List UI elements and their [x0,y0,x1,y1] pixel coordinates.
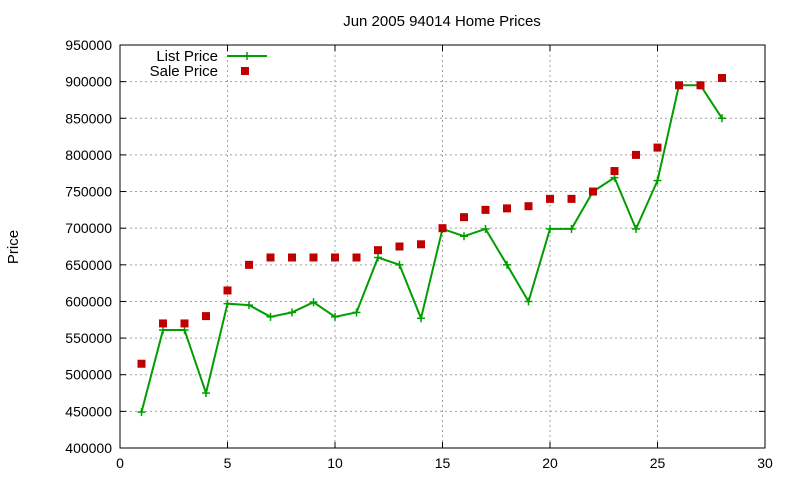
legend-marker-sale-price [241,67,249,75]
y-tick-label: 850000 [65,110,112,126]
plot-frame [119,44,766,449]
data-point-list-price [653,176,662,185]
chart-title: Jun 2005 94014 Home Prices [343,13,541,30]
data-point-list-price [395,260,404,269]
data-point-list-price [632,224,640,233]
data-point-list-price [524,297,533,306]
data-point-list-price [223,299,232,308]
x-tick-label: 0 [116,455,124,471]
data-point-list-price [202,389,210,398]
data-point-sale-price [696,81,705,90]
y-tick-label: 650000 [65,257,112,273]
data-point-list-price [481,224,490,233]
y-axis-label: Price [5,230,22,264]
data-point-sale-price [137,359,146,368]
x-tick-label: 10 [327,455,343,471]
legend-swatch-list-price [227,52,267,60]
x-tick-label: 5 [224,455,232,471]
legend-label-list-price: List Price [156,48,218,65]
data-point-sale-price [309,253,318,262]
x-tick-label: 25 [650,455,666,471]
y-tick-label: 700000 [65,220,112,236]
data-point-sale-price [718,73,726,82]
y-tick-label: 950000 [65,37,112,53]
y-tick-label: 500000 [65,367,112,383]
data-point-list-price [245,301,253,310]
data-point-sale-price [245,260,253,269]
data-point-sale-price [331,253,339,262]
data-point-sale-price [481,205,490,214]
data-point-sale-price [460,213,468,222]
data-point-sale-price [610,167,619,176]
data-point-sale-price [567,194,576,203]
y-tick-label: 450000 [65,403,112,419]
y-tick-label: 800000 [65,147,112,163]
data-point-sale-price [395,242,404,251]
data-point-sale-price [266,253,275,262]
data-point-list-price [288,308,296,317]
data-point-sale-price [374,246,382,255]
data-point-list-price [331,312,339,321]
legend-swatch-sale-price [241,67,249,75]
legend-item-sale-price: Sale Price [150,63,249,80]
data-point-sale-price [653,143,662,152]
data-point-list-price [417,314,425,323]
data-point-sale-price [417,240,425,249]
data-point-sale-price [288,253,296,262]
y-tick-label: 550000 [65,330,112,346]
data-point-sale-price [352,253,361,262]
data-point-sale-price [632,150,640,159]
y-tick-label: 900000 [65,74,112,90]
series-line-list-price [140,84,723,413]
x-tick-label: 20 [542,455,558,471]
x-tick-label: 15 [435,455,451,471]
plot-area [137,73,726,417]
data-point-list-price [718,114,726,123]
data-point-sale-price [223,286,232,295]
data-point-sale-price [503,204,511,213]
data-point-sale-price [589,187,597,196]
data-point-sale-price [524,202,533,211]
legend-item-list-price: List Price [156,48,267,65]
data-point-list-price [309,298,318,307]
data-point-sale-price [159,319,167,328]
data-point-sale-price [546,194,554,203]
data-point-list-price [503,260,511,269]
data-point-sale-price [180,319,189,328]
data-point-list-price [374,253,382,262]
data-point-sale-price [202,312,210,321]
legend-label-sale-price: Sale Price [150,63,218,80]
y-tick-label: 600000 [65,293,112,309]
grid-lines [120,45,765,448]
data-point-list-price [546,224,554,233]
axis-ticks: 400000 450000 500000 550000 600000 650000 7000… [65,37,773,471]
data-point-list-price [266,312,275,321]
data-point-sale-price [675,81,683,90]
data-point-list-price [137,408,146,417]
data-point-sale-price [438,224,447,233]
x-tick-label: 30 [757,455,773,471]
data-point-list-price [352,308,361,317]
data-point-list-price [460,232,468,241]
y-tick-label: 750000 [65,184,112,200]
legend: List Price Sale Price [150,48,267,80]
y-tick-label: 400000 [65,440,112,456]
legend-marker-list-price [243,52,251,60]
data-point-list-price [567,224,576,233]
